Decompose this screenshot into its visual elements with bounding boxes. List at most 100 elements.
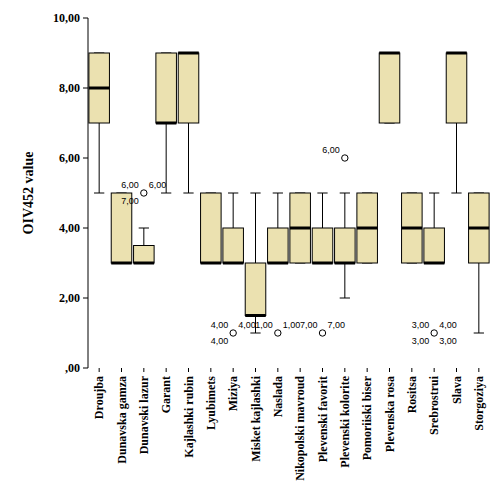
box [469, 193, 490, 263]
box [201, 193, 222, 263]
outlier-label: 4,00 [211, 336, 229, 346]
x-tick-label: Nikopolski mavroud [293, 376, 307, 481]
upper-cap [139, 228, 149, 229]
x-tick-label: Naslada [271, 376, 285, 417]
x-tick [411, 368, 412, 372]
outlier-label: 7,00 [121, 196, 139, 206]
outlier-labels: 6,006,007,004,004,004,001,001,007,007,00… [121, 145, 456, 346]
outlier [342, 155, 348, 161]
box [245, 263, 266, 316]
outlier-label: 4,00 [211, 320, 229, 330]
x-tick [277, 368, 278, 372]
x-tick [99, 368, 100, 372]
y-tick-label: 10,00 [53, 11, 80, 25]
median [201, 262, 222, 265]
median [245, 314, 266, 317]
median [134, 262, 155, 265]
x-tick-label: Dunavska gamza [115, 376, 129, 464]
y-tick-label: 8,00 [59, 81, 80, 95]
box [156, 53, 177, 123]
x-tick-label: Slava [450, 376, 464, 404]
outlier-label: 6,00 [149, 180, 167, 190]
outlier-label: 3,00 [439, 336, 457, 346]
x-tick-label: Garant [159, 376, 173, 413]
x-tick-label: Storgoziya [472, 376, 486, 431]
box [223, 228, 244, 263]
median [379, 52, 400, 55]
box [402, 193, 423, 263]
outlier-label: 3,00 [412, 320, 430, 330]
x-tick [478, 368, 479, 372]
y-axis-label: OIV452 value [21, 152, 36, 235]
outlier [431, 330, 437, 336]
y-tick [83, 228, 88, 229]
x-tick [143, 368, 144, 372]
x-tick [255, 368, 256, 372]
x-tick-label: Plevenski kolorite [338, 375, 352, 467]
outlier-label: 6,00 [121, 180, 139, 190]
x-tick [367, 368, 368, 372]
x-tick-label: Pomoriiski biser [360, 375, 374, 460]
x-tick-label: Miziya [226, 376, 240, 411]
outlier [230, 330, 236, 336]
median [178, 52, 199, 55]
x-tick [322, 368, 323, 372]
median [89, 87, 110, 90]
median [290, 227, 311, 230]
boxes [89, 53, 489, 336]
x-tick [166, 368, 167, 372]
upper-whisker [434, 193, 435, 228]
box [178, 53, 199, 123]
outlier-label: 7,00 [300, 320, 318, 330]
outlier-label: 6,00 [322, 145, 340, 155]
upper-whisker [322, 193, 323, 228]
lower-cap [451, 193, 461, 194]
median [312, 262, 333, 265]
outlier-label: 1,00 [283, 320, 301, 330]
x-tick [456, 368, 457, 372]
y-tick-label: 6,00 [59, 151, 80, 165]
box [446, 53, 467, 123]
upper-whisker [233, 193, 234, 228]
lower-cap [183, 193, 193, 194]
x-tick [434, 368, 435, 372]
upper-whisker [143, 228, 144, 246]
lower-whisker [344, 263, 345, 298]
x-tick-label: Srebrostrui [427, 375, 441, 435]
box [357, 193, 378, 263]
upper-whisker [277, 193, 278, 228]
x-tick [389, 368, 390, 372]
upper-cap [228, 193, 238, 194]
x-tick-label: Kajlashki rubin [182, 376, 196, 458]
y-tick-label: 4,00 [59, 221, 80, 235]
lower-cap [161, 193, 171, 194]
x-tick-label: Misket kajlashki [249, 375, 263, 461]
median [111, 262, 132, 265]
outlier [275, 330, 281, 336]
x-tick-label: Plevenska rosa [383, 376, 397, 452]
box [424, 228, 445, 263]
y-tick [83, 18, 88, 19]
median [268, 262, 289, 265]
median [223, 262, 244, 265]
outlier-label: 3,00 [412, 336, 430, 346]
x-tick [188, 368, 189, 372]
lower-whisker [188, 123, 189, 193]
x-tick [344, 368, 345, 372]
y-tick-label: ,00 [65, 361, 80, 375]
box [268, 228, 289, 263]
y-tick-label: 2,00 [59, 291, 80, 305]
upper-cap [317, 193, 327, 194]
y-tick [83, 298, 88, 299]
outlier [319, 330, 325, 336]
outlier-label: 4,00 [439, 320, 457, 330]
x-tick [300, 368, 301, 372]
upper-cap [429, 193, 439, 194]
median [446, 52, 467, 55]
upper-cap [340, 193, 350, 194]
lower-whisker [99, 123, 100, 193]
median [424, 262, 445, 265]
x-tick-label: Rositsa [405, 376, 419, 413]
x-tick-label: Droujba [92, 376, 106, 419]
lower-whisker [456, 123, 457, 193]
